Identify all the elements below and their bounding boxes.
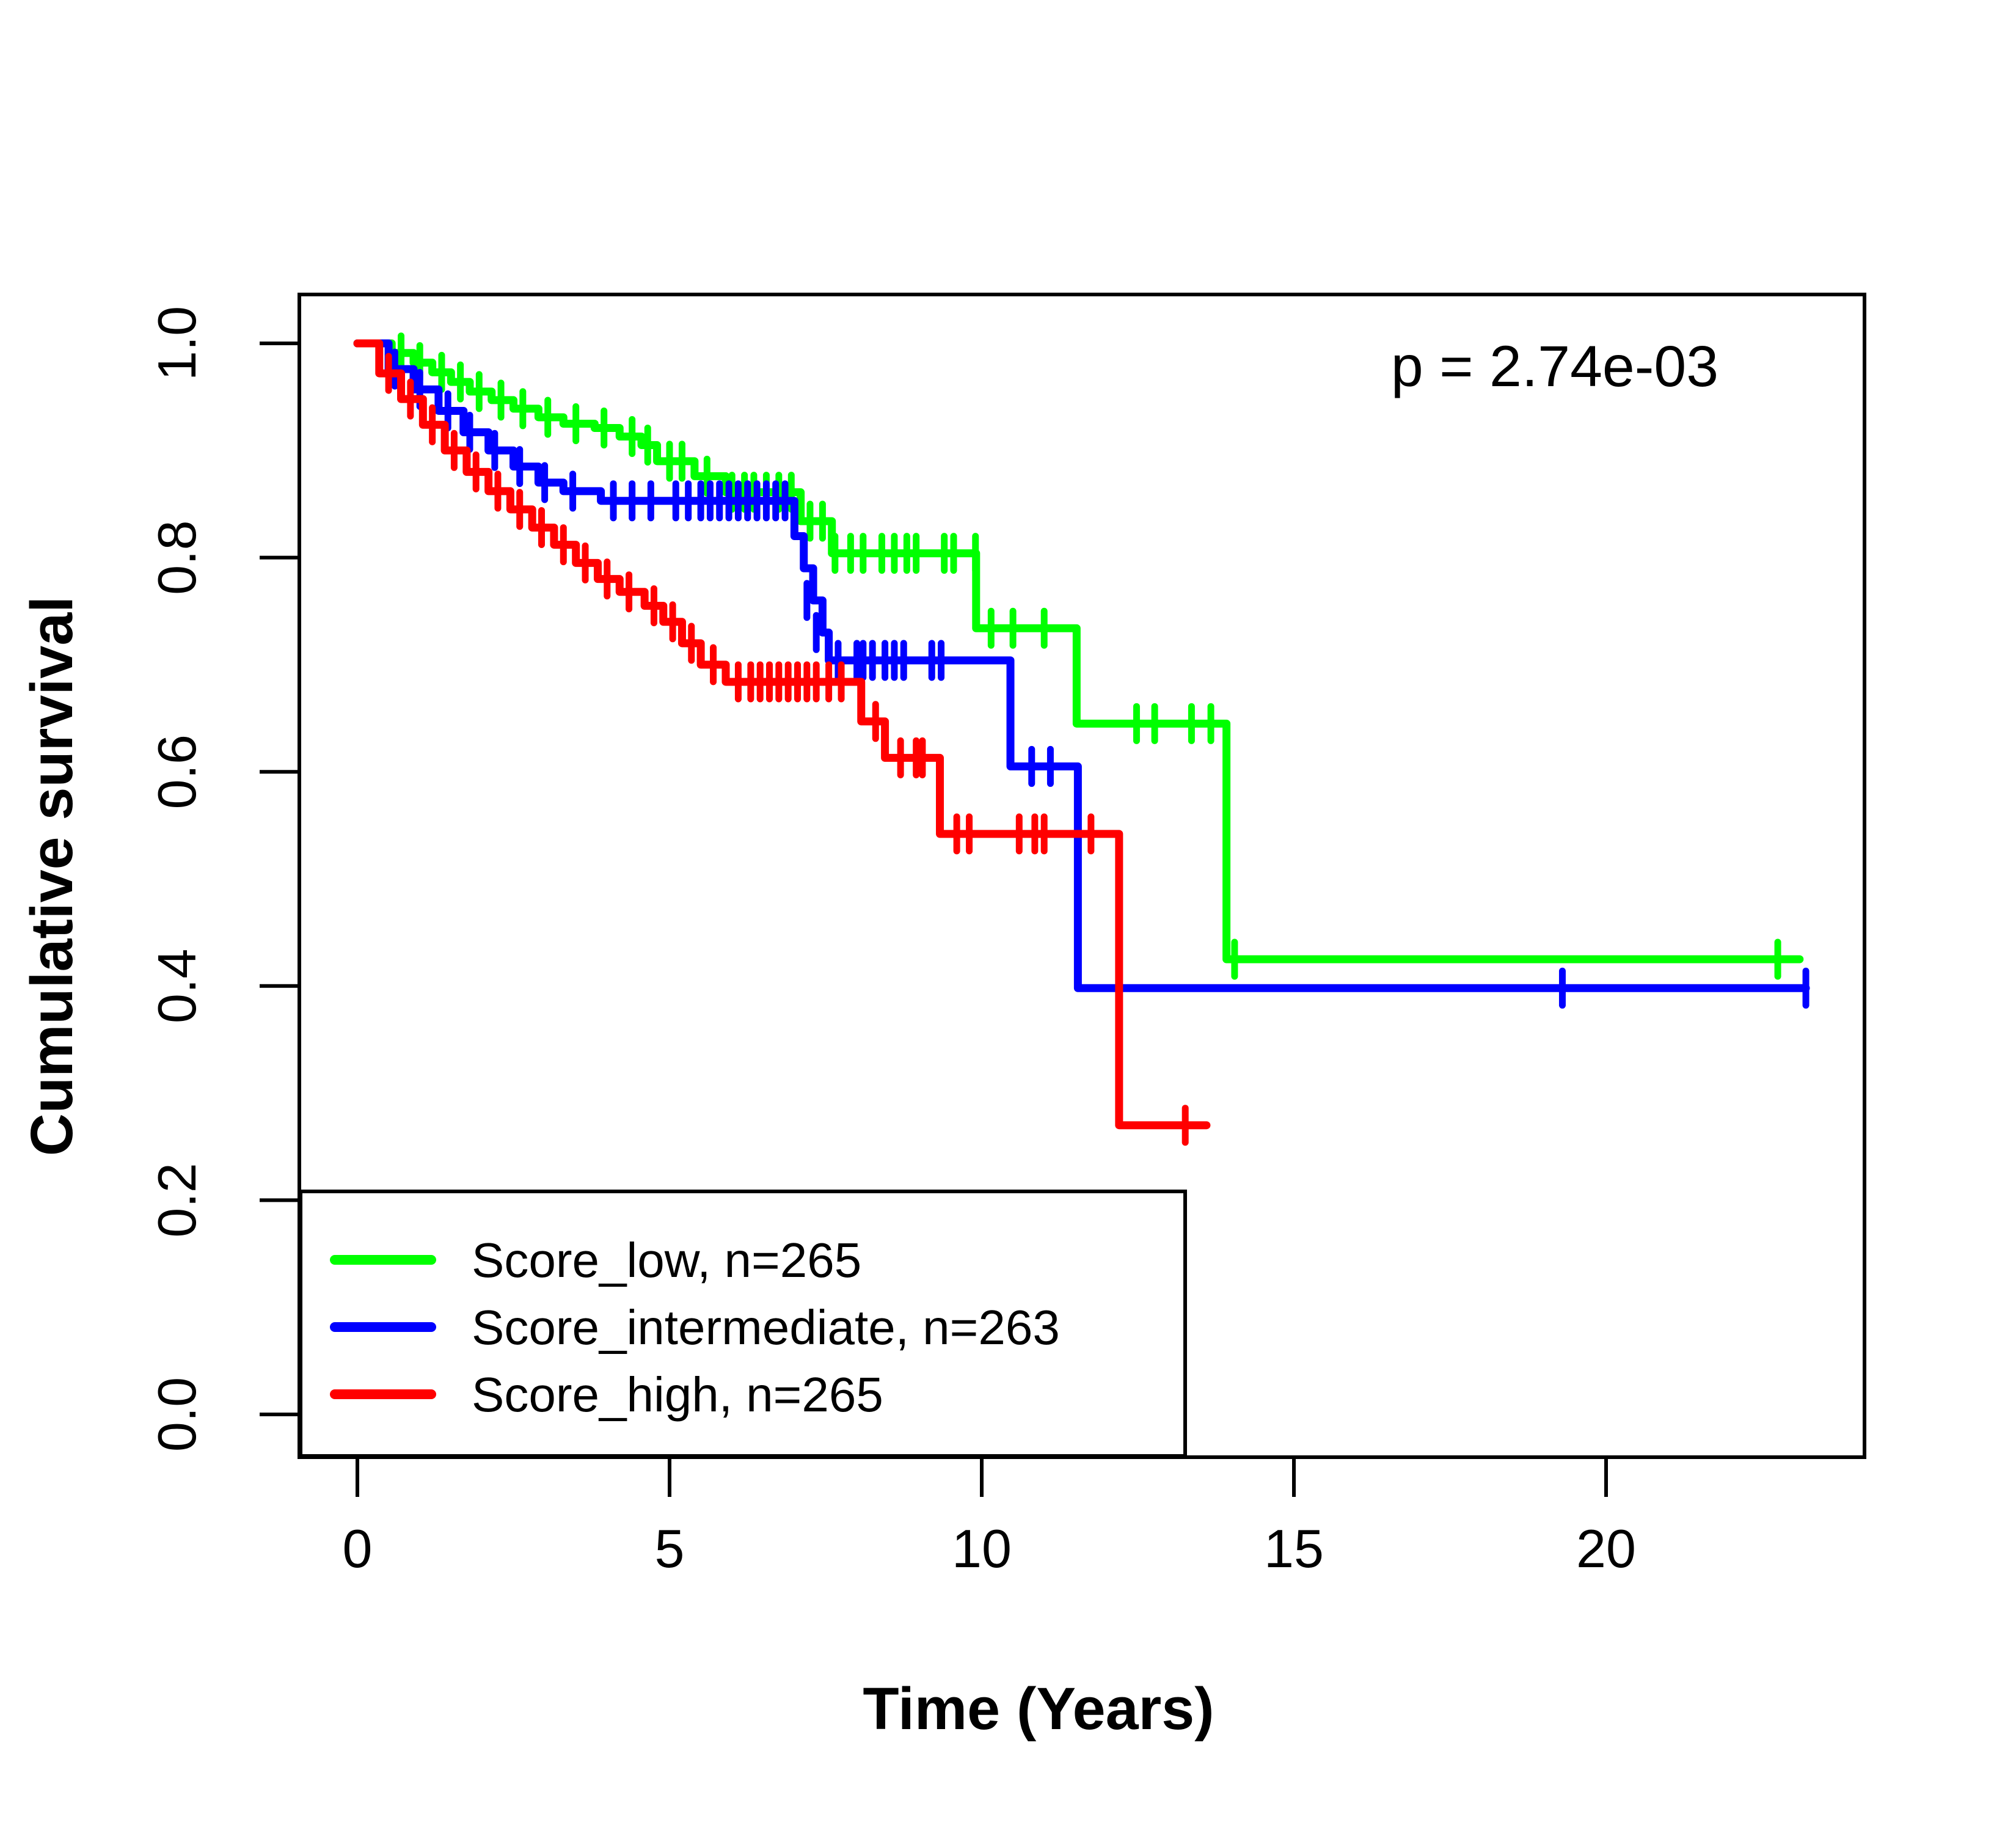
y-axis-title: Cumulative survival bbox=[18, 596, 85, 1156]
x-axis-tick-label: 0 bbox=[343, 1518, 373, 1579]
y-axis-tick-label: 1.0 bbox=[147, 306, 207, 381]
x-axis-tick-label: 10 bbox=[952, 1518, 1012, 1579]
x-axis-tick-label: 15 bbox=[1264, 1518, 1324, 1579]
legend-label-score-low: Score_low, n=265 bbox=[472, 1233, 861, 1287]
legend: Score_low, n=265 Score_intermediate, n=2… bbox=[299, 1190, 1187, 1458]
legend-label-score-intermediate: Score_intermediate, n=263 bbox=[472, 1300, 1060, 1355]
km-curve-score_high bbox=[353, 339, 1211, 1130]
y-axis-tick-label: 0.4 bbox=[147, 949, 207, 1023]
p-value-label: p = 2.74e-03 bbox=[1391, 334, 1718, 399]
km-curve-score_intermediate bbox=[353, 339, 1810, 992]
y-axis-tick-label: 0.0 bbox=[147, 1377, 207, 1452]
legend-box bbox=[299, 1190, 1187, 1458]
x-axis: 0 5 10 15 20 bbox=[343, 1457, 1636, 1579]
y-axis: 0.0 0.2 0.4 0.6 0.8 1.0 bbox=[147, 306, 299, 1452]
survival-curves bbox=[353, 332, 1810, 1146]
x-axis-title: Time (Years) bbox=[863, 1675, 1214, 1742]
x-axis-tick-label: 5 bbox=[655, 1518, 685, 1579]
y-axis-tick-label: 0.6 bbox=[147, 734, 207, 809]
y-axis-tick-label: 0.2 bbox=[147, 1163, 207, 1237]
x-axis-tick-label: 20 bbox=[1576, 1518, 1636, 1579]
legend-label-score-high: Score_high, n=265 bbox=[472, 1367, 883, 1422]
y-axis-tick-label: 0.8 bbox=[147, 520, 207, 594]
